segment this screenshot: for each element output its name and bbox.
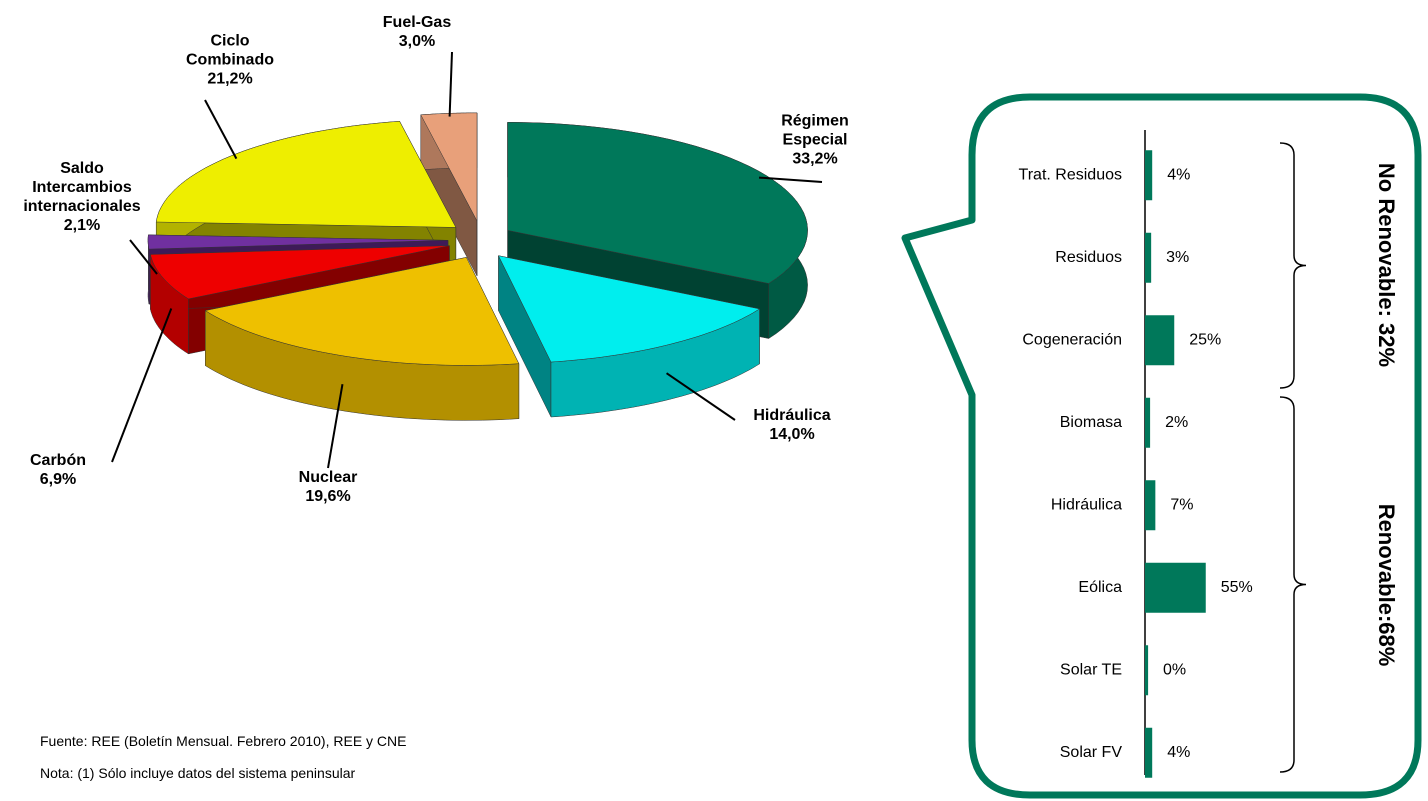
pie-label: Hidráulica 14,0% [732, 406, 852, 444]
pie-label-name: Saldo Intercambios internacionales [23, 160, 141, 215]
value-label: 7% [1170, 496, 1193, 513]
value-label: 55% [1221, 579, 1253, 596]
bar [1145, 645, 1149, 696]
brace [1279, 396, 1307, 773]
pie-slice [204, 257, 520, 366]
category-label: Solar TE [1060, 661, 1122, 678]
leader-line [665, 372, 736, 421]
brace [1279, 142, 1307, 389]
category-label: Residuos [1055, 249, 1122, 266]
pie-label-name: Hidráulica [753, 407, 831, 424]
bar [1145, 562, 1206, 613]
pie-label: Ciclo Combinado 21,2% [175, 32, 285, 89]
value-label: 2% [1165, 414, 1188, 431]
pie-label: Saldo Intercambios internacionales 2,1% [15, 159, 150, 235]
value-label: 0% [1163, 661, 1186, 678]
note: Nota: (1) Sólo incluye datos del sistema… [40, 765, 356, 781]
pie-label-value: 21,2% [207, 70, 253, 88]
value-label: 25% [1189, 331, 1221, 348]
leader-line [448, 51, 453, 117]
group-label: Renovable:68% [1374, 504, 1399, 667]
pie-label-name: Régimen Especial [781, 112, 849, 149]
pie-slice [155, 121, 457, 228]
pie-label-name: Fuel-Gas [382, 14, 452, 31]
pie-label: Nuclear 19,6% [268, 468, 388, 506]
bar [1145, 397, 1151, 448]
value-label: 4% [1167, 744, 1190, 761]
leader-line [204, 99, 238, 160]
bar [1145, 150, 1153, 201]
source-note: Fuente: REE (Boletín Mensual. Febrero 20… [40, 733, 407, 749]
pie-label-value: 3,0% [398, 33, 436, 50]
bar [1145, 315, 1175, 366]
pie-slice [147, 234, 449, 250]
bar [1145, 480, 1156, 531]
callout-frame [901, 93, 1422, 799]
category-label: Eólica [1078, 579, 1122, 596]
pie-slice [507, 122, 808, 284]
pie-label: Carbón 6,9% [18, 451, 98, 489]
pie-label-value: 14,0% [769, 426, 815, 443]
category-label: Hidráulica [1051, 496, 1122, 513]
pie-label-name: Nuclear [298, 469, 358, 486]
pie-slice [150, 245, 450, 300]
category-label: Cogeneración [1022, 331, 1122, 348]
pie-label-value: 6,9% [39, 471, 77, 488]
leader-line [111, 308, 173, 463]
pie-label: Fuel-Gas 3,0% [367, 13, 467, 51]
leader-line [758, 176, 823, 183]
pie-label-name: Carbón [30, 452, 86, 469]
pie-label-value: 19,6% [305, 488, 351, 505]
pie-label: Régimen Especial 33,2% [765, 112, 865, 169]
bar [1145, 232, 1152, 283]
category-label: Trat. Residuos [1019, 166, 1122, 183]
value-label: 4% [1167, 166, 1190, 183]
value-label: 3% [1166, 249, 1189, 266]
pie-label-name: Ciclo Combinado [186, 32, 274, 69]
pie-label-value: 33,2% [792, 150, 838, 168]
leader-line [327, 384, 344, 469]
leader-line [129, 239, 158, 275]
category-label: Solar FV [1060, 744, 1123, 761]
group-label: No Renovable: 32% [1374, 163, 1399, 367]
pie-slice [498, 255, 761, 363]
bar [1145, 727, 1153, 778]
pie-label-value: 2,1% [63, 217, 101, 234]
category-label: Biomasa [1060, 414, 1122, 431]
